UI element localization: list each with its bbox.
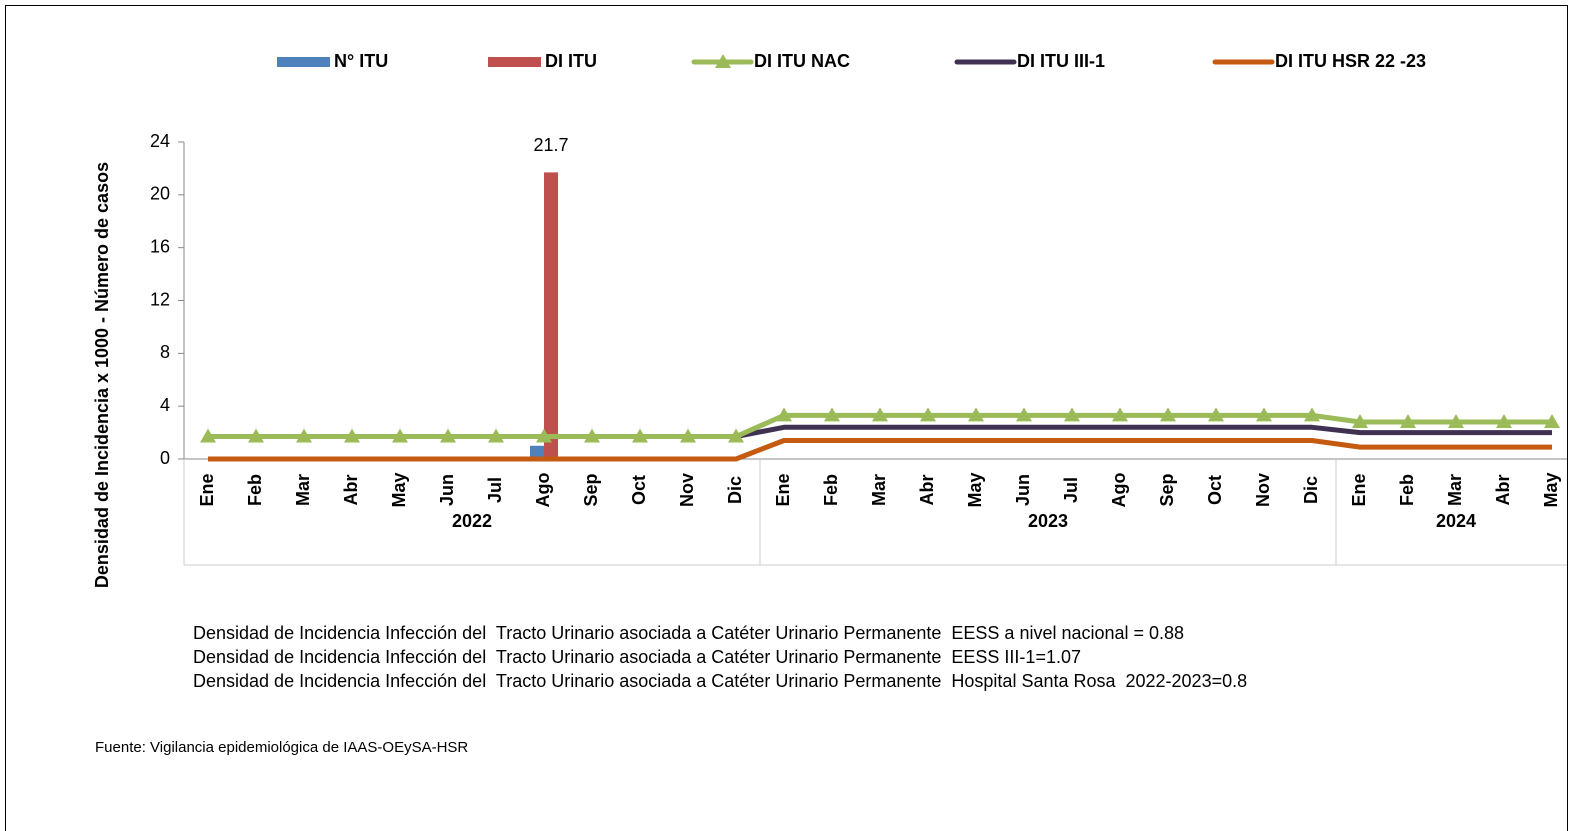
- marker: [632, 428, 648, 443]
- note: Densidad de Incidencia Infección del Tra…: [193, 647, 1081, 667]
- x-tick-label: Nov: [1253, 473, 1273, 507]
- legend-swatch: [488, 57, 541, 67]
- y-tick-label: 0: [160, 448, 170, 468]
- legend-label: N° ITU: [334, 51, 388, 71]
- marker: [1496, 414, 1512, 429]
- x-tick-label: May: [389, 472, 409, 507]
- marker: [872, 407, 888, 422]
- x-tick-label: Abr: [1493, 475, 1513, 506]
- x-tick-label: Ago: [1109, 473, 1129, 508]
- x-tick-label: Ago: [533, 473, 553, 508]
- legend-label: DI ITU NAC: [754, 51, 850, 71]
- group-label: 2023: [1028, 511, 1068, 531]
- marker: [1400, 414, 1416, 429]
- legend-swatch: [277, 57, 330, 67]
- x-tick-label: Feb: [245, 474, 265, 506]
- y-tick-label: 20: [150, 184, 170, 204]
- marker: [968, 407, 984, 422]
- marker: [200, 428, 216, 443]
- line: [208, 438, 1552, 462]
- x-tick-label: Mar: [869, 474, 889, 506]
- marker: [440, 428, 456, 443]
- x-tick-label: Ene: [1349, 473, 1369, 506]
- legend-marker: [715, 54, 731, 68]
- plot: Densidad de Incidencia x 1000 - Número d…: [92, 51, 1567, 756]
- legend-label: DI ITU: [545, 51, 597, 71]
- y-tick-label: 24: [150, 131, 170, 151]
- marker: [1544, 414, 1560, 429]
- x-tick-label: Abr: [917, 475, 937, 506]
- x-tick-label: Mar: [1445, 474, 1465, 506]
- x-tick-label: Jul: [485, 477, 505, 503]
- marker: [488, 428, 504, 443]
- marker: [728, 428, 744, 443]
- marker: [248, 428, 264, 443]
- x-tick-label: Sep: [581, 473, 601, 506]
- x-tick-label: Oct: [1205, 475, 1225, 505]
- x-tick-label: Ene: [773, 473, 793, 506]
- marker: [344, 428, 360, 443]
- marker: [920, 407, 936, 422]
- x-tick-label: Abr: [341, 475, 361, 506]
- y-tick-label: 4: [160, 395, 170, 415]
- marker: [392, 428, 408, 443]
- y-tick-label: 16: [150, 236, 170, 256]
- marker: [536, 428, 552, 443]
- marker: [776, 407, 792, 422]
- marker: [1448, 414, 1464, 429]
- marker: [1352, 414, 1368, 429]
- legend-label: DI ITU III-1: [1017, 51, 1105, 71]
- x-tick-label: May: [1541, 472, 1561, 507]
- bar: [544, 172, 558, 460]
- x-tick-label: Feb: [821, 474, 841, 506]
- x-tick-label: Mar: [293, 474, 313, 506]
- x-tick-label: May: [965, 472, 985, 507]
- x-tick-label: Ene: [197, 473, 217, 506]
- marker: [296, 428, 312, 443]
- x-tick-label: Feb: [1397, 474, 1417, 506]
- marker: [1016, 407, 1032, 422]
- value-label: 21.7: [533, 135, 568, 155]
- marker: [1064, 407, 1080, 422]
- bar: [530, 445, 544, 459]
- marker: [1208, 407, 1224, 422]
- marker: [1112, 407, 1128, 422]
- marker: [1160, 407, 1176, 422]
- x-tick-label: Jun: [1013, 474, 1033, 506]
- y-tick-label: 12: [150, 289, 170, 309]
- legend-label: DI ITU HSR 22 -23: [1275, 51, 1426, 71]
- note: Densidad de Incidencia Infección del Tra…: [193, 623, 1184, 643]
- note: Densidad de Incidencia Infección del Tra…: [193, 671, 1247, 691]
- marker: [1304, 407, 1320, 422]
- x-tick-label: Dic: [725, 476, 745, 504]
- x-tick-label: Sep: [1157, 473, 1177, 506]
- y-axis-title: Densidad de Incidencia x 1000 - Número d…: [92, 162, 112, 588]
- source: Fuente: Vigilancia epidemiológica de IAA…: [95, 739, 468, 756]
- x-tick-label: Dic: [1301, 476, 1321, 504]
- y-tick-label: 8: [160, 342, 170, 362]
- marker: [680, 428, 696, 443]
- group-label: 2024: [1436, 511, 1476, 531]
- group-label: 2022: [452, 511, 492, 531]
- x-tick-label: Jun: [437, 474, 457, 506]
- x-tick-label: Oct: [629, 475, 649, 505]
- marker: [1256, 407, 1272, 422]
- x-tick-label: Jul: [1061, 477, 1081, 503]
- marker: [824, 407, 840, 422]
- marker: [584, 428, 600, 443]
- x-tick-label: Nov: [677, 473, 697, 507]
